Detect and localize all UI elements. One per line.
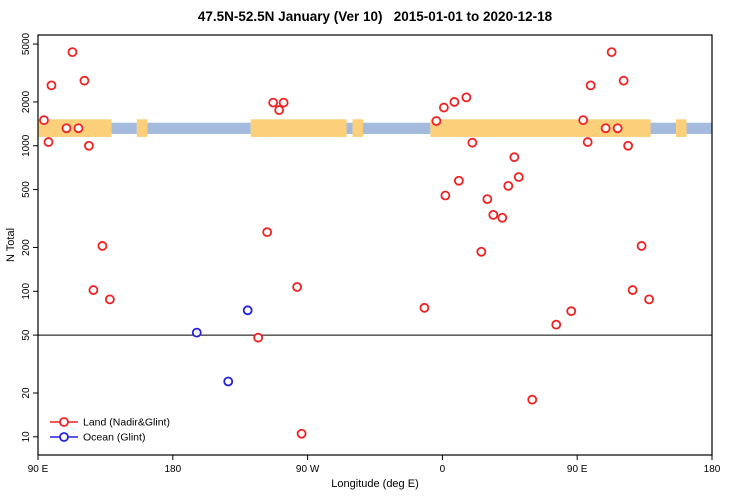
land-point bbox=[278, 97, 289, 108]
x-axis-label: Longitude (deg E) bbox=[331, 478, 419, 490]
land-point bbox=[43, 137, 54, 147]
legend-label: Land (Nadir&Glint) bbox=[83, 417, 170, 429]
x-tick-label: 90 E bbox=[28, 464, 49, 475]
land-point bbox=[296, 428, 307, 439]
map-band-ocean-segment bbox=[650, 122, 677, 134]
land-point bbox=[461, 92, 472, 103]
land-point bbox=[467, 137, 478, 148]
land-point bbox=[527, 394, 538, 405]
land-point bbox=[419, 302, 430, 313]
land-point bbox=[509, 152, 520, 163]
y-tick-label: 10 bbox=[21, 431, 32, 443]
land-point bbox=[268, 97, 279, 108]
y-tick-label: 5000 bbox=[21, 32, 32, 55]
legend-marker bbox=[59, 432, 69, 442]
ocean-point bbox=[242, 305, 253, 316]
land-point bbox=[46, 80, 57, 91]
chart-title: 47.5N-52.5N January (Ver 10) 2015-01-01 … bbox=[197, 9, 553, 24]
land-point bbox=[431, 116, 442, 126]
map-band-ocean-segment bbox=[686, 122, 712, 134]
land-point bbox=[79, 75, 90, 86]
y-tick-label: 50 bbox=[21, 329, 32, 341]
land-point bbox=[88, 285, 99, 295]
land-point bbox=[582, 137, 593, 147]
land-point bbox=[61, 123, 72, 134]
land-point bbox=[644, 294, 654, 305]
y-tick-label: 100 bbox=[21, 283, 32, 300]
land-point bbox=[84, 140, 94, 151]
land-point bbox=[566, 306, 577, 317]
land-point bbox=[104, 294, 115, 305]
land-point bbox=[488, 209, 499, 220]
land-point bbox=[623, 140, 634, 151]
land-point bbox=[440, 190, 451, 201]
land-point bbox=[636, 241, 647, 251]
x-tick-label: 90 E bbox=[567, 464, 588, 475]
land-point bbox=[606, 47, 617, 58]
land-point bbox=[73, 123, 84, 134]
land-point bbox=[497, 212, 508, 223]
land-point bbox=[476, 246, 487, 257]
land-point bbox=[262, 227, 273, 238]
legend-marker bbox=[59, 417, 69, 427]
land-point bbox=[274, 105, 285, 115]
land-point bbox=[618, 75, 629, 86]
land-point bbox=[503, 180, 514, 191]
y-tick-label: 200 bbox=[21, 239, 32, 256]
land-point bbox=[438, 102, 449, 113]
land-point bbox=[39, 115, 49, 126]
map-band-ocean-segment bbox=[363, 122, 431, 134]
map-band-land-segment bbox=[430, 119, 651, 137]
land-point bbox=[453, 175, 464, 186]
ocean-point bbox=[191, 327, 202, 338]
map-band-land-segment bbox=[676, 119, 687, 137]
y-tick-label: 20 bbox=[21, 387, 32, 399]
x-tick-label: 180 bbox=[164, 464, 181, 475]
land-point bbox=[551, 319, 562, 330]
land-point bbox=[67, 47, 78, 58]
y-tick-label: 500 bbox=[21, 181, 32, 198]
y-tick-label: 1000 bbox=[21, 134, 32, 157]
land-point bbox=[585, 80, 596, 91]
x-tick-label: 90 W bbox=[296, 464, 320, 475]
map-band-land-segment bbox=[352, 119, 364, 137]
land-point bbox=[482, 194, 493, 205]
map-band-land-segment bbox=[250, 119, 347, 137]
land-point bbox=[578, 115, 589, 126]
land-point bbox=[513, 172, 524, 182]
legend-label: Ocean (Glint) bbox=[83, 432, 145, 444]
map-band-ocean-segment bbox=[111, 122, 137, 134]
map-band-land-segment bbox=[136, 119, 148, 137]
ocean-point bbox=[223, 376, 234, 387]
land-point bbox=[612, 123, 623, 134]
land-point bbox=[292, 282, 303, 292]
land-point bbox=[253, 332, 264, 343]
map-band-ocean-segment bbox=[147, 122, 251, 134]
x-tick-label: 180 bbox=[704, 464, 721, 475]
map-band-ocean-segment bbox=[346, 122, 353, 134]
land-point bbox=[449, 97, 460, 107]
y-tick-label: 2000 bbox=[21, 90, 32, 113]
plot-border bbox=[37, 34, 713, 456]
land-point bbox=[600, 123, 611, 134]
land-point bbox=[627, 285, 638, 295]
land-point bbox=[97, 241, 108, 251]
x-tick-label: 0 bbox=[440, 464, 446, 475]
